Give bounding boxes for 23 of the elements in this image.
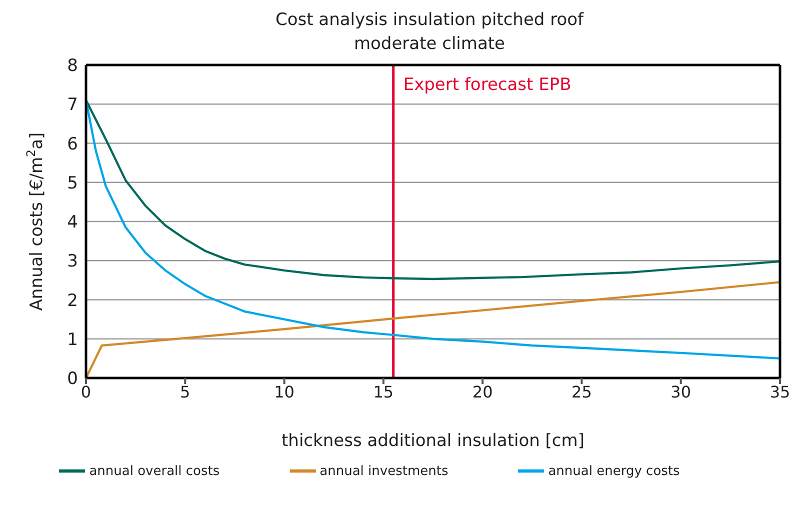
y-tick-label: 4: [67, 212, 78, 233]
y-tick-label: 6: [67, 134, 78, 154]
x-tick-label: 5: [180, 382, 190, 402]
y-tick-label: 2: [67, 290, 78, 311]
x-tick-label: 20: [472, 382, 493, 402]
line-series: [86, 99, 780, 280]
x-tick-label: 35: [770, 382, 790, 402]
y-tick-label: 3: [67, 252, 78, 272]
x-tick-label: 25: [572, 382, 592, 402]
legend-label: annual overall costs: [89, 464, 220, 479]
y-tick-label: 8: [67, 56, 78, 76]
y-tick-label: 5: [67, 173, 78, 194]
y-tick-label: 7: [67, 95, 78, 116]
chart-title: Cost analysis insulation pitched roof moderate climate: [274, 9, 585, 56]
x-tick-label: 30: [670, 382, 692, 402]
x-axis-title: thickness additional insulation [cm]: [282, 431, 584, 451]
y-tick-label: 1: [67, 330, 78, 350]
legend-label: annual energy costs: [548, 464, 680, 479]
x-tick-label: 0: [80, 382, 92, 402]
ref-line-label: Expert forecast EPB: [403, 75, 572, 95]
x-tick-label: 15: [373, 382, 394, 402]
x-tick-label: 10: [274, 382, 294, 402]
legend-label: annual investments: [320, 464, 448, 479]
